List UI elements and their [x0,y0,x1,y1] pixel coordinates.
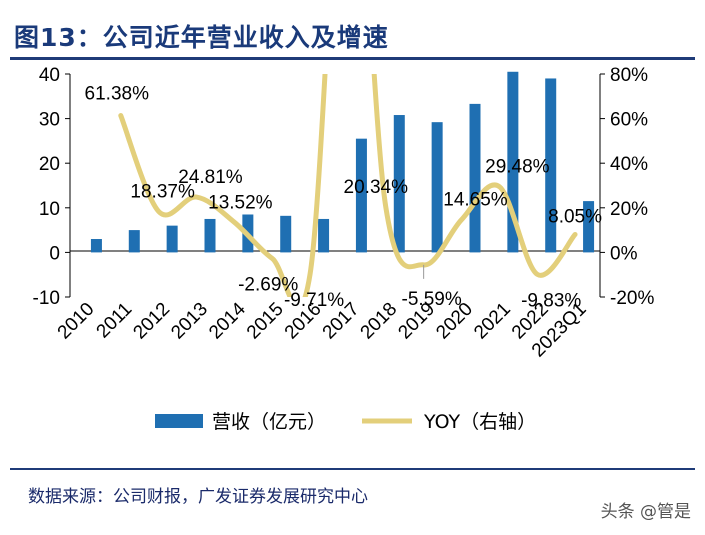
x-tick-2010: 2010 [54,299,99,344]
revenue-bar-2012 [166,225,178,253]
yoy-label-2014: 13.52% [208,192,273,213]
right-tick-label: 60% [610,110,648,131]
revenue-bar-2017 [355,138,367,253]
x-tick-2013: 2013 [167,299,212,344]
yoy-data-labels: 61.38% 18.37%24.81% 13.52% -2.69%-9.71% 20.3… [85,84,603,312]
watermark: 头条 @管是 [600,502,691,522]
footer-divider [10,468,695,470]
yoy-label-2012: 18.37% [130,181,195,202]
data-source-note: 数据来源：公司财报，广发证券发展研究中心 [28,487,368,507]
right-tick-label: 0% [610,243,638,264]
yoy-line [118,74,578,297]
revenue-bar-2018 [393,115,405,253]
revenue-bar-2013 [204,218,216,253]
revenue-bar-2019 [431,122,443,253]
yoy-label-2019: -5.59% [402,289,462,310]
yoy-label-2018: 20.34% [344,177,409,198]
yoy-label-2015: -2.69% [238,274,298,295]
yoy-line-group [118,74,578,297]
left-tick-label: 10 [39,199,60,220]
legend-label-revenue: 营收（亿元） [212,411,326,433]
x-tick-2021: 2021 [470,299,515,344]
legend-label-yoy: YOY（右轴） [423,411,536,433]
x-tick-2012: 2012 [129,299,174,344]
left-tick-label: 30 [39,110,60,131]
yoy-label-2016: -9.71% [284,290,344,311]
revenue-bar-2011 [128,230,140,253]
revenue-bar-2015 [280,215,292,253]
revenue-bar-2022 [545,78,557,253]
left-tick-label: 40 [39,65,60,86]
legend: 营收（亿元） YOY（右轴） [155,411,536,433]
revenue-bar-2010 [90,239,102,253]
legend-swatch-revenue [155,414,203,428]
right-axis-ticks: 80% 60% 40% 20% 0% -20% [600,65,654,309]
left-tick-label: 20 [39,154,60,175]
yoy-label-2023Q1: 8.05% [548,206,602,227]
revenue-bars [90,71,595,253]
x-tick-2015: 2015 [243,299,288,344]
right-tick-label: -20% [610,288,654,309]
right-tick-label: 20% [610,199,648,220]
x-tick-2014: 2014 [205,298,250,343]
right-tick-label: 40% [610,154,648,175]
right-tick-label: 80% [610,65,648,86]
revenue-bar-2023Q1 [583,201,595,253]
yoy-label-2021: 29.48% [485,157,550,178]
left-tick-label: 0 [49,243,60,264]
chart-title: 图13：公司近年营业收入及增速 [14,23,389,52]
x-tick-2011: 2011 [93,299,137,343]
x-tick-2018: 2018 [357,299,402,344]
yoy-label-2013: 24.81% [178,167,243,188]
revenue-bar-2021 [507,71,519,253]
revenue-bar-2020 [469,103,481,253]
yoy-label-2011: 61.38% [85,84,150,105]
left-axis-ticks: 40 30 20 10 0 -10 [33,65,70,309]
yoy-label-2022: -9.83% [521,290,581,311]
left-tick-label: -10 [33,288,60,309]
revenue-bar-2016 [318,218,330,253]
title-divider [10,57,695,60]
yoy-label-2020: 14.65% [443,190,508,211]
